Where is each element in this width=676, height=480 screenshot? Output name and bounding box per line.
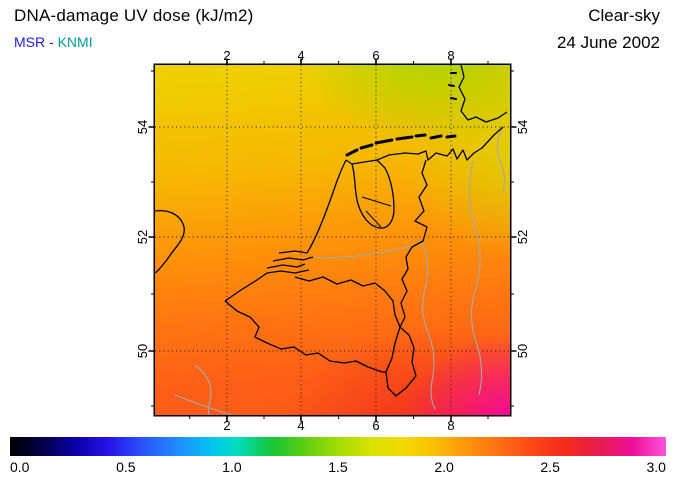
major-ticks — [148, 58, 517, 422]
sky-condition-label: Clear-sky — [588, 6, 660, 25]
source-msr: MSR — [14, 34, 46, 50]
coastlines — [155, 65, 508, 397]
lat-tick-left-50: 50 — [135, 343, 150, 359]
colorbar-label-4: 2.0 — [434, 459, 454, 475]
zeeland-delta-2 — [272, 256, 314, 262]
lat-tick-right-54: 54 — [515, 119, 530, 135]
header-left: DNA-damage UV dose (kJ/m2) MSR - KNMI — [14, 6, 254, 50]
lon-tick-bottom-4: 4 — [297, 418, 305, 433]
lat-tick-left-52: 52 — [135, 229, 150, 245]
colorbar-label-2: 1.0 — [222, 459, 242, 475]
minor-ticks — [151, 61, 514, 419]
lat-tick-right-52: 52 — [515, 229, 530, 245]
colorbar-labels: 0.0 0.5 1.0 1.5 2.0 2.5 3.0 — [10, 459, 666, 475]
lon-tick-top-8: 8 — [447, 48, 455, 63]
ijsselmeer — [351, 159, 395, 229]
belgian-dutch-coast — [224, 269, 310, 302]
lat-tick-left-54: 54 — [135, 119, 150, 135]
lon-tick-bottom-2: 2 — [223, 418, 231, 433]
colorbar — [10, 437, 666, 456]
north-coast-germany — [376, 126, 504, 161]
date-label: 24 June 2002 — [556, 33, 660, 52]
england-coast — [155, 209, 185, 274]
afsluitdijk — [345, 159, 378, 165]
page-title: DNA-damage UV dose (kJ/m2) — [14, 6, 254, 25]
lat-tick-right-50: 50 — [515, 343, 530, 359]
be-fr-border — [224, 300, 383, 373]
zeeland-delta-1 — [266, 263, 306, 269]
colorbar-label-3: 1.5 — [328, 459, 348, 475]
colorbar-label-1: 0.5 — [116, 459, 136, 475]
polder-dikes — [361, 196, 392, 228]
schleswig-coast — [458, 65, 508, 123]
graticule-lines — [155, 65, 510, 415]
source-knmi: KNMI — [57, 34, 93, 50]
nl-be-border — [294, 276, 401, 328]
wadden-islands — [345, 133, 457, 157]
lon-tick-top-6: 6 — [372, 48, 380, 63]
source-separator: - — [45, 34, 58, 50]
header-right: Clear-sky 24 June 2002 — [557, 6, 660, 53]
rivers-borders-grey — [174, 126, 506, 415]
holland-coast — [306, 159, 347, 254]
nl-de-border — [399, 159, 428, 328]
lon-tick-bottom-6: 6 — [372, 418, 380, 433]
data-source: MSR - KNMI — [14, 34, 254, 50]
colorbar-label-5: 2.5 — [540, 459, 560, 475]
coastlines-overlay — [155, 65, 510, 415]
map-canvas — [155, 65, 510, 415]
colorbar-label-0: 0.0 — [10, 459, 30, 475]
lon-tick-bottom-8: 8 — [447, 418, 455, 433]
lon-tick-top-2: 2 — [223, 48, 231, 63]
colorbar-label-6: 3.0 — [646, 459, 666, 475]
zeeland-delta-3 — [278, 250, 308, 254]
uv-dose-field — [155, 65, 510, 415]
north-frisian-islands — [448, 72, 457, 100]
lon-tick-top-4: 4 — [297, 48, 305, 63]
luxembourg-border — [385, 326, 417, 397]
